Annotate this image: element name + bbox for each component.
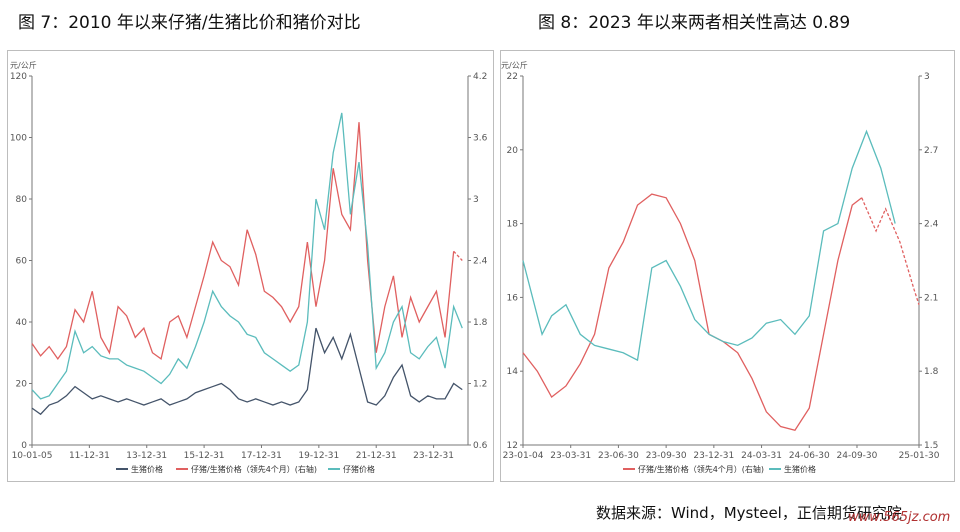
series-line-0 bbox=[31, 327, 463, 416]
left-tick-label: 60 bbox=[16, 257, 28, 267]
right-tick-label: 4.2 bbox=[473, 72, 487, 82]
x-tick-label: 15-12-31 bbox=[184, 451, 225, 461]
x-tick-label: 23-03-31 bbox=[550, 451, 591, 461]
x-tick-label: 25-01-30 bbox=[899, 451, 940, 461]
right-tick-label: 0.6 bbox=[473, 441, 488, 451]
right-tick-label: 2.4 bbox=[924, 220, 939, 230]
chart-panel-right: 元/公斤 12 14 16 18 20 22 1.5 1.8 2.1 2.4 2.7 3 23-01-04… bbox=[500, 50, 955, 482]
x-tick-label: 21-12-31 bbox=[356, 451, 397, 461]
left-unit-label: 元/公斤 bbox=[501, 60, 528, 70]
series-line-0 bbox=[522, 193, 863, 431]
right-tick-label: 2.7 bbox=[924, 146, 938, 156]
left-tick-label: 0 bbox=[21, 441, 27, 451]
x-tick-label: 24-03-31 bbox=[741, 451, 782, 461]
legend-label: 生猪价格 bbox=[131, 464, 163, 474]
left-tick-label: 80 bbox=[16, 195, 28, 205]
right-tick-label: 3.6 bbox=[473, 134, 488, 144]
right-tick-label: 3 bbox=[473, 195, 479, 205]
series-line-1 bbox=[522, 129, 896, 362]
series-line-dashed-1 bbox=[453, 250, 463, 261]
chart-title-right: 图 8：2023 年以来两者相关性高达 0.89 bbox=[538, 13, 851, 33]
legend-label: 生猪价格 bbox=[784, 464, 816, 474]
left-tick-label: 16 bbox=[507, 293, 519, 303]
chart-panel-left: 元/公斤 0 20 40 60 80 100 120 0.6 1.2 1.8 2.4 3 3.6 4.2 10… bbox=[7, 50, 494, 482]
watermark: www.565jz.com bbox=[848, 510, 951, 525]
chart-title-left: 图 7：2010 年以来仔猪/生猪比价和猪价对比 bbox=[18, 13, 361, 33]
x-tick-label: 23-12-31 bbox=[693, 451, 734, 461]
right-tick-label: 1.2 bbox=[473, 380, 487, 390]
series-line-dashed-0 bbox=[861, 197, 920, 305]
left-tick-label: 22 bbox=[507, 72, 518, 82]
x-tick-label: 23-06-30 bbox=[598, 451, 639, 461]
series-line-1 bbox=[31, 122, 455, 361]
left-tick-label: 20 bbox=[16, 380, 28, 390]
right-tick-label: 1.8 bbox=[924, 367, 939, 377]
right-tick-label: 2.1 bbox=[924, 293, 938, 303]
left-tick-label: 14 bbox=[507, 367, 519, 377]
left-tick-label: 100 bbox=[10, 134, 27, 144]
left-tick-label: 18 bbox=[507, 220, 519, 230]
series-line-2 bbox=[31, 112, 463, 400]
x-tick-label: 23-12-31 bbox=[413, 451, 454, 461]
left-tick-label: 120 bbox=[10, 72, 27, 82]
x-tick-label: 24-06-30 bbox=[789, 451, 830, 461]
right-tick-label: 1.8 bbox=[473, 318, 488, 328]
chart-left: 元/公斤 0 20 40 60 80 100 120 0.6 1.2 1.8 2.4 3 3.6 4.2 10… bbox=[10, 60, 488, 474]
chart-right: 元/公斤 12 14 16 18 20 22 1.5 1.8 2.1 2.4 2.7 3 23-01-04… bbox=[501, 60, 940, 474]
right-tick-label: 2.4 bbox=[473, 257, 488, 267]
left-tick-label: 40 bbox=[16, 318, 28, 328]
x-tick-label: 23-09-30 bbox=[646, 451, 687, 461]
x-tick-label: 24-09-30 bbox=[837, 451, 878, 461]
left-unit-label: 元/公斤 bbox=[10, 60, 37, 70]
left-tick-label: 20 bbox=[507, 146, 519, 156]
x-tick-label: 11-12-31 bbox=[69, 451, 110, 461]
x-tick-label: 13-12-31 bbox=[126, 451, 167, 461]
x-tick-label: 23-01-04 bbox=[503, 451, 544, 461]
x-tick-label: 17-12-31 bbox=[241, 451, 282, 461]
x-tick-label: 10-01-05 bbox=[12, 451, 53, 461]
legend-label: 仔猪/生猪价格（领先4个月）(右轴) bbox=[191, 464, 317, 474]
x-tick-label: 19-12-31 bbox=[298, 451, 339, 461]
legend-label: 仔猪/生猪价格（领先4个月）(右轴) bbox=[638, 464, 764, 474]
data-source: 数据来源：Wind，Mysteel，正信期货研究院 bbox=[596, 504, 902, 522]
legend-label: 仔猪价格 bbox=[343, 464, 375, 474]
left-tick-label: 12 bbox=[507, 441, 518, 451]
right-tick-label: 1.5 bbox=[924, 441, 938, 451]
right-tick-label: 3 bbox=[924, 72, 930, 82]
